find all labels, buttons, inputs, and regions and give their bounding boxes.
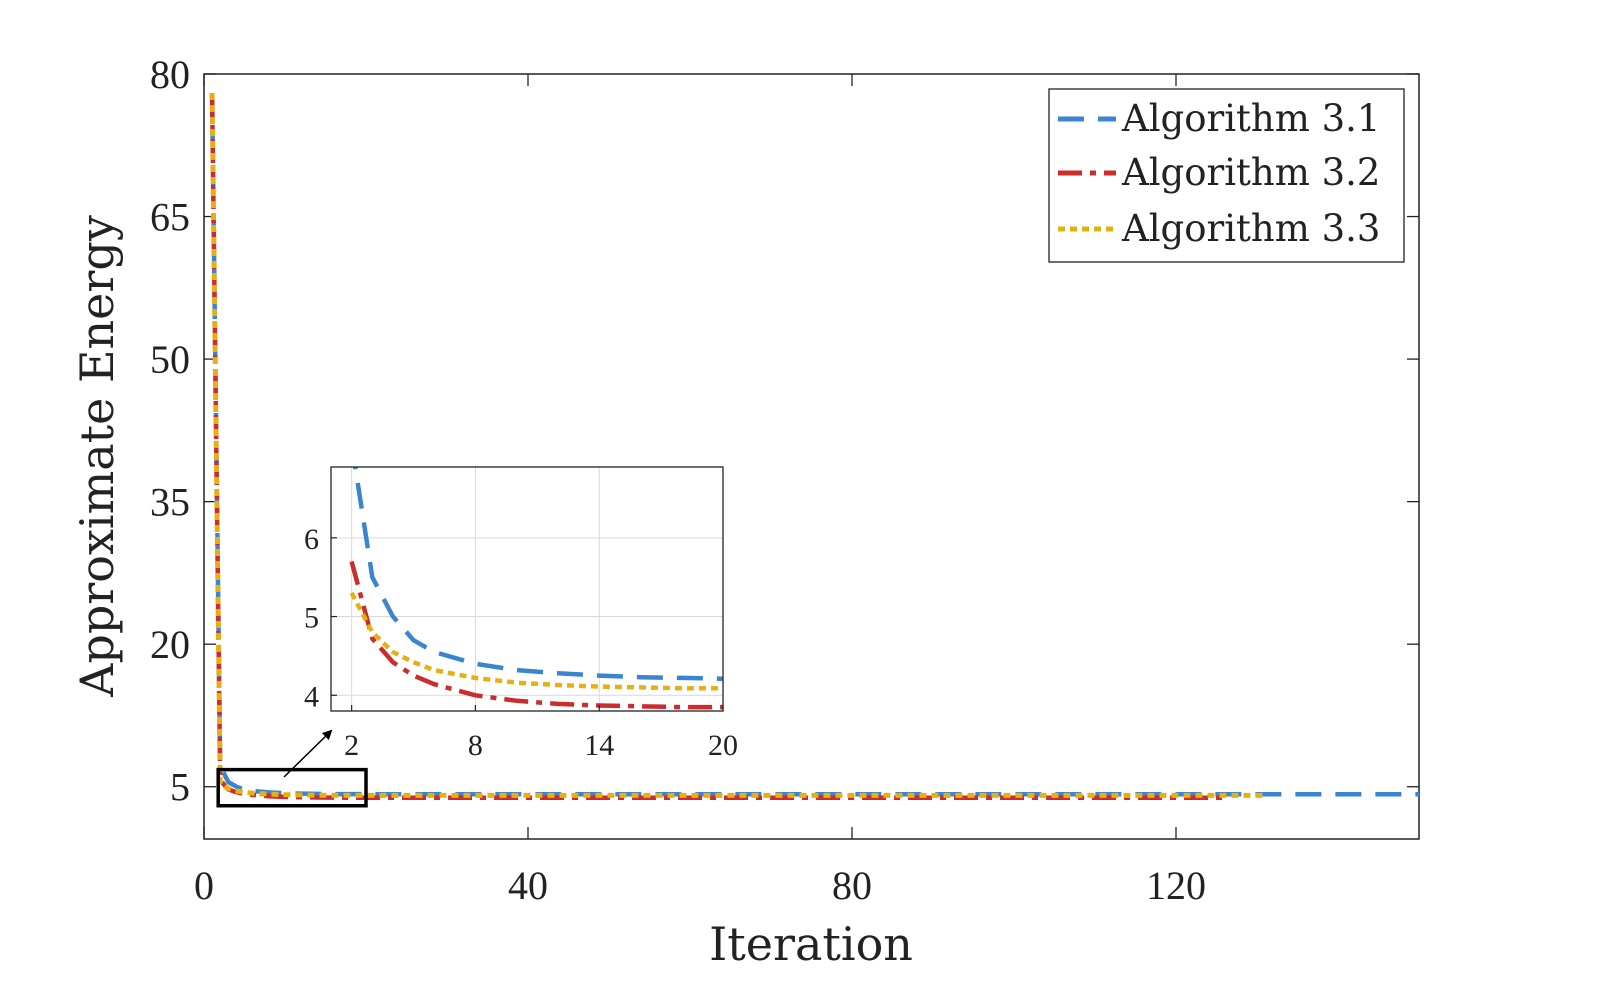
x-tick-label: 120 <box>1146 863 1206 908</box>
x-tick-label: 80 <box>832 863 872 908</box>
inset-series-lines <box>349 467 723 710</box>
inset-axes: 2 8 14 20 4 5 6 <box>304 466 738 762</box>
x-tick-label: 40 <box>508 863 548 908</box>
inset-frame <box>330 466 724 712</box>
zoom-marker <box>216 729 368 808</box>
y-tick-label: 50 <box>150 337 190 382</box>
inset-series-line-algorithm-3-1 <box>352 467 723 681</box>
zoom-arrow <box>283 729 333 778</box>
inset-x-tick-label: 20 <box>708 729 738 762</box>
inset-x-tick-label: 14 <box>584 729 614 762</box>
x-tick-label: 0 <box>194 863 214 908</box>
legend-label-algorithm-3-2: Algorithm 3.2 <box>1121 151 1380 194</box>
inset-x-tick-label: 2 <box>344 729 359 762</box>
y-tick-label: 20 <box>150 622 190 667</box>
y-tick-label: 35 <box>150 480 190 525</box>
legend-label-algorithm-3-3: Algorithm 3.3 <box>1121 207 1380 250</box>
inset-background <box>331 467 723 711</box>
main-series-lines <box>209 92 1419 800</box>
y-tick-label: 5 <box>170 765 190 810</box>
y-tick-label: 80 <box>150 52 190 97</box>
inset-y-tick-label: 6 <box>304 523 319 556</box>
inset-series-line-algorithm-3-3 <box>349 591 723 691</box>
inset-x-tick-label: 8 <box>468 729 483 762</box>
y-axis-label: Approximate Energy <box>70 215 124 698</box>
inset-axis-ticks: 2 8 14 20 4 5 6 <box>304 523 738 762</box>
series-line-algorithm-3-2 <box>209 92 1225 800</box>
inset-y-tick-label: 5 <box>304 602 319 635</box>
inset-series-line-algorithm-3-2 <box>349 560 723 710</box>
x-axis-label: Iteration <box>709 917 913 971</box>
legend: Algorithm 3.1 Algorithm 3.2 Algorithm 3.… <box>1048 88 1405 263</box>
legend-label-algorithm-3-1: Algorithm 3.1 <box>1121 97 1380 140</box>
main-plot-frame <box>203 73 1420 840</box>
inset-y-tick-label: 4 <box>304 680 319 713</box>
y-tick-label: 65 <box>150 195 190 240</box>
